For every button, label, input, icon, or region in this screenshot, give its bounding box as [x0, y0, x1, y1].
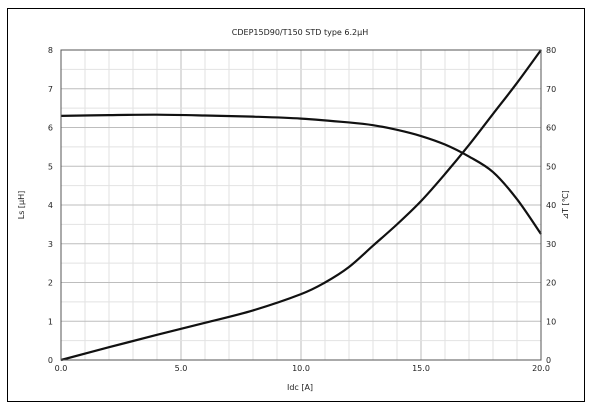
- plot-area-border: [60, 49, 542, 361]
- y-left-axis-label: Ls [µH]: [17, 191, 26, 220]
- series-group: [60, 49, 542, 362]
- y-left-tick-label: 6: [48, 124, 53, 133]
- x-tick-label: 0.0: [55, 364, 68, 373]
- y-left-tick-label: 0: [48, 356, 53, 365]
- y-right-tick-label: 30: [546, 240, 556, 249]
- x-tick-label: 15.0: [412, 364, 430, 373]
- y-left-tick-label: 5: [48, 162, 53, 171]
- x-tick-label: 5.0: [175, 364, 188, 373]
- y-right-tick-label: 0: [546, 356, 551, 365]
- y-left-tick-label: 4: [48, 201, 53, 210]
- y-left-tick-label: 8: [48, 46, 53, 55]
- temperature-rise-curve: [60, 49, 542, 362]
- chart-title: CDEP15D90/T150 STD type 6.2µH: [232, 28, 368, 37]
- y-left-tick-label: 1: [48, 317, 53, 326]
- grid: [60, 49, 542, 361]
- x-tick-label: 20.0: [532, 364, 550, 373]
- y-right-tick-label: 40: [546, 201, 556, 210]
- y-left-tick-label: 2: [48, 279, 53, 288]
- chart-frame: 0.0 5.0 10.0 15.0 20.0 0 1 2 3 4 5 6 7 8 0 10 20 30 40 50 60…: [7, 8, 585, 402]
- y-right-tick-label: 10: [546, 317, 556, 326]
- x-axis-label: Idc [A]: [287, 383, 313, 392]
- y-right-tick-label: 20: [546, 279, 556, 288]
- inductance-curve: [60, 113, 542, 235]
- tick-labels: 0.0 5.0 10.0 15.0 20.00123456780102030405060…: [48, 46, 556, 373]
- y-right-tick-label: 80: [546, 46, 556, 55]
- y-left-tick-label: 3: [48, 240, 53, 249]
- y-right-tick-label: 60: [546, 124, 556, 133]
- y-right-tick-label: 50: [546, 162, 556, 171]
- y-left-tick-label: 7: [48, 85, 53, 94]
- y-right-axis-label: ⊿T [℃]: [561, 190, 570, 219]
- x-tick-label: 10.0: [292, 364, 310, 373]
- y-right-tick-label: 70: [546, 85, 556, 94]
- chart-svg: 0.0 5.0 10.0 15.0 20.00123456780102030405060…: [17, 28, 570, 392]
